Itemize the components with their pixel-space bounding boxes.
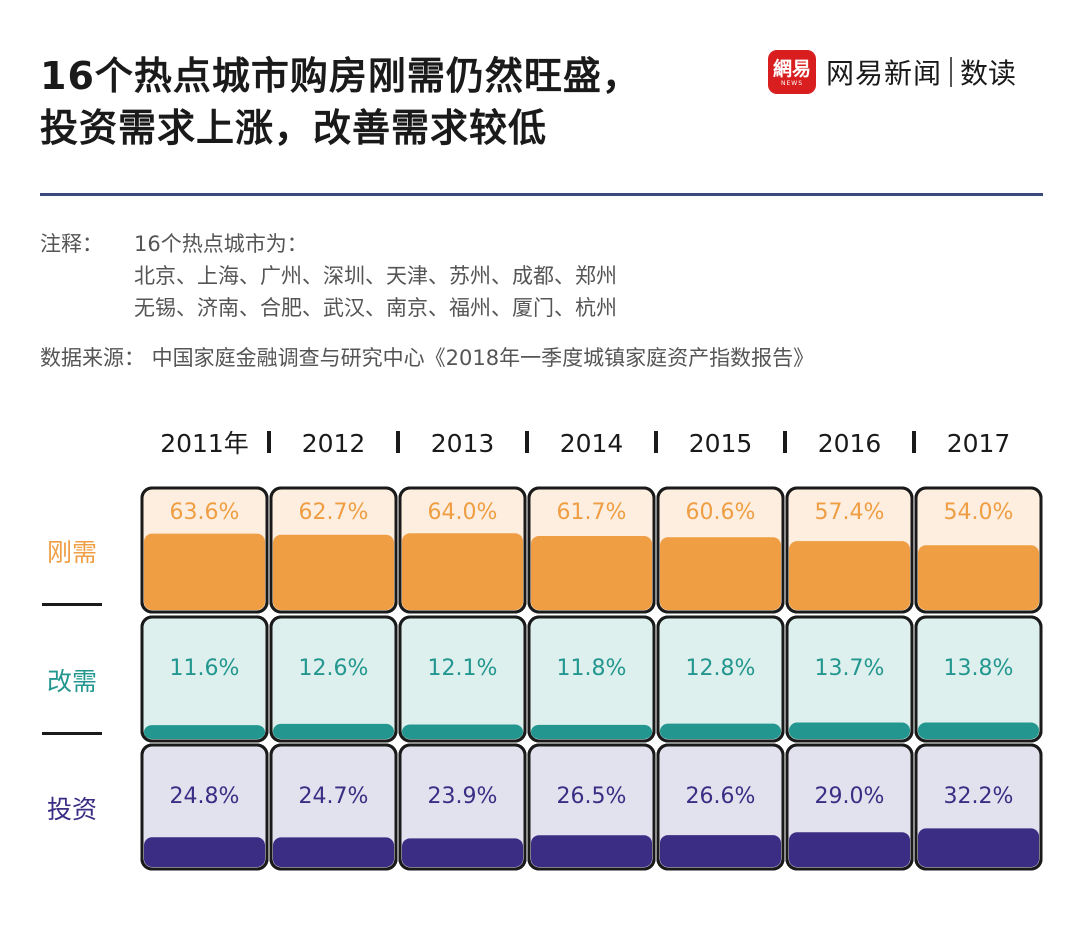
value-bar — [789, 722, 910, 739]
data-source: 数据来源： 中国家庭金融调查与研究中心《2018年一季度城镇家庭资产指数报告》 — [40, 346, 815, 370]
title-line-1: 16个热点城市购房刚需仍然旺盛， — [40, 54, 641, 98]
cell-border — [656, 486, 785, 614]
year-label: 2012 — [302, 429, 366, 458]
data-label: 23.9% — [428, 784, 498, 809]
cell-border — [785, 486, 914, 614]
year-label: 2017 — [947, 429, 1011, 458]
brand-separator — [950, 57, 953, 87]
chart: 2011年 2012 2013 2014 2015 2016 2017 刚需 63.6% 62.7… — [42, 429, 1043, 871]
value-bar — [660, 723, 781, 739]
cell-border — [785, 743, 914, 871]
cell-border — [398, 486, 527, 614]
cell-border — [527, 615, 656, 743]
data-label: 26.6% — [686, 784, 756, 809]
row-label: 改需 — [47, 667, 97, 696]
row-divider — [42, 603, 102, 606]
cell-border — [140, 486, 269, 614]
value-bar — [402, 533, 523, 610]
data-label: 32.2% — [944, 784, 1014, 809]
cell-border — [140, 743, 269, 871]
data-label: 11.6% — [170, 656, 240, 681]
value-bar — [918, 545, 1039, 610]
year-separator — [267, 431, 271, 453]
data-label: 57.4% — [815, 500, 885, 525]
value-bar — [144, 725, 265, 739]
brand: 網易 NEWS 网易新闻 数读 — [768, 50, 1016, 94]
value-bar — [273, 723, 394, 739]
value-bar — [144, 837, 265, 867]
cell-border — [269, 486, 398, 614]
year-separator — [654, 431, 658, 453]
value-bar — [660, 537, 781, 610]
data-label: 11.8% — [557, 656, 627, 681]
year-separator — [525, 431, 529, 453]
value-bar — [402, 724, 523, 739]
year-separator — [396, 431, 400, 453]
data-label: 54.0% — [944, 500, 1014, 525]
value-bar — [789, 541, 910, 610]
note-line: 无锡、济南、合肥、武汉、南京、福州、厦门、杭州 — [134, 296, 617, 320]
cell-border — [785, 615, 914, 743]
year-label: 2014 — [560, 429, 624, 458]
brand-name: 网易新闻 — [826, 57, 943, 90]
cell-border — [656, 615, 785, 743]
header-divider — [40, 193, 1043, 196]
value-bar — [531, 724, 652, 739]
netease-news-logo-icon: 網易 NEWS — [768, 50, 816, 94]
data-label: 13.7% — [815, 656, 885, 681]
data-label: 62.7% — [299, 500, 369, 525]
note-line: 16个热点城市为： — [134, 232, 308, 256]
cell-border — [398, 615, 527, 743]
year-separator — [783, 431, 787, 453]
row-label: 投资 — [47, 795, 97, 824]
data-label: 24.7% — [299, 784, 369, 809]
value-bar — [273, 534, 394, 610]
year-separator — [912, 431, 916, 453]
cell-border — [527, 743, 656, 871]
note-line: 北京、上海、广州、深圳、天津、苏州、成都、郑州 — [134, 264, 617, 288]
cell-border — [269, 615, 398, 743]
data-label: 63.6% — [170, 500, 240, 525]
data-label: 61.7% — [557, 500, 627, 525]
cell-border — [269, 743, 398, 871]
data-label: 29.0% — [815, 784, 885, 809]
data-label: 13.8% — [944, 656, 1014, 681]
year-label: 2016 — [818, 429, 882, 458]
value-bar — [660, 835, 781, 867]
cell-border — [914, 486, 1043, 614]
row-label: 刚需 — [47, 538, 97, 567]
year-label: 2015 — [689, 429, 753, 458]
cell-border — [398, 743, 527, 871]
row-divider — [42, 732, 102, 735]
value-bar — [402, 838, 523, 867]
data-label: 12.6% — [299, 656, 369, 681]
value-bar — [918, 722, 1039, 739]
data-label: 64.0% — [428, 500, 498, 525]
value-bar — [531, 835, 652, 867]
value-bar — [789, 832, 910, 867]
year-label: 2013 — [431, 429, 495, 458]
note-label: 注释： — [40, 232, 103, 256]
cell-border — [656, 743, 785, 871]
year-label: 2011年 — [160, 429, 249, 458]
data-label: 24.8% — [170, 784, 240, 809]
title-line-2: 投资需求上涨，改善需求较低 — [40, 106, 548, 150]
data-label: 60.6% — [686, 500, 756, 525]
value-bar — [273, 837, 394, 867]
data-label: 26.5% — [557, 784, 627, 809]
cell-border — [914, 615, 1043, 743]
chart-title: 16个热点城市购房刚需仍然旺盛， 投资需求上涨，改善需求较低 — [40, 50, 641, 154]
cell-border — [527, 486, 656, 614]
cell-border — [914, 743, 1043, 871]
data-label: 12.8% — [686, 656, 756, 681]
value-bar — [531, 535, 652, 610]
value-bar — [144, 533, 265, 610]
data-label: 12.1% — [428, 656, 498, 681]
cell-border — [140, 615, 269, 743]
value-bar — [918, 828, 1039, 867]
brand-column-name: 数读 — [960, 57, 1017, 90]
